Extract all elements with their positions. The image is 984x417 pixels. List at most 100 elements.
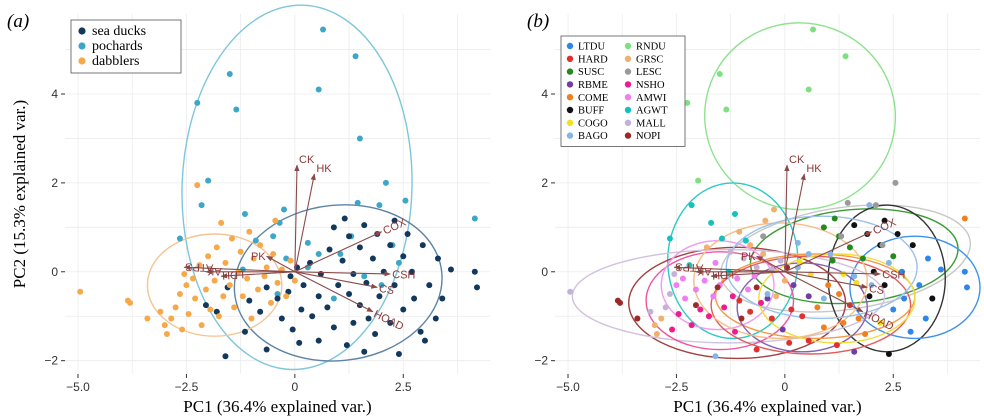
data-point xyxy=(354,199,361,206)
data-point xyxy=(376,202,383,209)
loading-label: LDH xyxy=(712,268,735,281)
legend-entry: MALL xyxy=(636,118,666,129)
data-point xyxy=(805,251,812,257)
data-point xyxy=(161,322,168,329)
data-point xyxy=(172,304,179,311)
data-point xyxy=(281,206,288,213)
data-point xyxy=(833,342,840,349)
y-tick-label: 0 xyxy=(51,265,58,279)
y-tick-label: 4 xyxy=(541,87,548,101)
data-point xyxy=(820,295,827,302)
data-point xyxy=(736,297,743,304)
legend-entry: RBME xyxy=(578,80,608,91)
loading-label: PK xyxy=(251,251,266,263)
data-point xyxy=(237,248,244,255)
loading-arrow xyxy=(220,271,295,279)
data-point xyxy=(350,319,357,326)
data-point xyxy=(417,328,424,335)
series-come xyxy=(814,215,968,337)
data-point xyxy=(287,273,294,280)
data-point xyxy=(879,242,886,249)
data-point xyxy=(764,291,771,297)
ellipse-buff xyxy=(827,204,947,353)
legend-swatch xyxy=(566,81,574,88)
data-point xyxy=(786,339,793,346)
data-point xyxy=(929,295,936,302)
data-point xyxy=(315,293,322,300)
legend-entry: RNDU xyxy=(636,42,666,53)
data-point xyxy=(315,251,322,257)
legend-entry: GRSC xyxy=(636,54,663,65)
data-point xyxy=(762,217,769,224)
data-point xyxy=(408,268,415,275)
ellipse-sea-ducks xyxy=(233,204,443,362)
data-point xyxy=(885,259,892,266)
data-point xyxy=(194,182,201,189)
data-point xyxy=(157,308,164,315)
ellipse-bago xyxy=(725,215,918,320)
data-point xyxy=(853,279,860,286)
data-point xyxy=(285,288,292,295)
data-point xyxy=(753,346,760,353)
data-point xyxy=(267,299,274,306)
data-point xyxy=(326,246,333,253)
data-point xyxy=(404,231,411,237)
data-point xyxy=(287,257,294,264)
data-point xyxy=(163,331,170,337)
data-point xyxy=(686,262,693,269)
data-point xyxy=(779,326,786,333)
data-point xyxy=(716,71,723,77)
data-point xyxy=(805,86,812,93)
loading-label: CSH xyxy=(882,269,906,282)
data-point xyxy=(673,282,680,289)
ellipse-ltdu xyxy=(849,235,981,340)
data-point xyxy=(829,257,836,264)
data-point xyxy=(194,99,201,106)
data-point xyxy=(842,53,849,60)
data-point xyxy=(712,353,719,360)
y-tick-label: 2 xyxy=(541,176,548,190)
legend-swatch xyxy=(566,106,574,114)
data-point xyxy=(658,315,665,322)
panel-label: (b) xyxy=(527,11,549,32)
data-point xyxy=(220,293,227,300)
data-point xyxy=(773,293,780,300)
loading-label: CK xyxy=(299,154,315,166)
data-point xyxy=(684,99,691,106)
data-point xyxy=(885,351,892,357)
series-amwi xyxy=(673,259,758,302)
loading-arrow xyxy=(294,271,391,277)
ellipse-nsho xyxy=(645,251,795,351)
data-point xyxy=(881,217,888,224)
data-point xyxy=(820,224,827,231)
data-point xyxy=(296,339,303,346)
x-axis-title: PC1 (36.4% explained var.) xyxy=(183,397,371,416)
data-point xyxy=(617,299,624,306)
data-point xyxy=(257,308,264,315)
x-tick-label: −2.5 xyxy=(175,380,199,394)
data-point xyxy=(669,326,676,333)
x-tick-label: 2.5 xyxy=(395,380,412,394)
loading-label: AK xyxy=(696,265,711,277)
data-point xyxy=(254,286,261,293)
data-point xyxy=(127,299,134,306)
data-point xyxy=(805,293,812,300)
data-point xyxy=(862,331,869,337)
data-point xyxy=(757,299,764,306)
data-point xyxy=(679,275,686,282)
legend-swatch xyxy=(624,132,632,139)
axes: −5.0 −2.5 0 2.5 −2 0 2 4 xyxy=(44,87,412,394)
data-point xyxy=(675,311,682,317)
loading-arrow xyxy=(673,264,785,273)
data-point xyxy=(747,242,754,249)
data-point xyxy=(400,253,407,260)
data-point xyxy=(330,224,337,231)
data-point xyxy=(881,282,888,289)
data-point xyxy=(300,282,307,289)
data-point xyxy=(250,255,257,262)
data-point xyxy=(963,284,970,291)
data-point xyxy=(781,277,788,284)
data-point xyxy=(278,315,285,322)
legend-swatch xyxy=(78,42,86,50)
data-point xyxy=(363,279,370,286)
